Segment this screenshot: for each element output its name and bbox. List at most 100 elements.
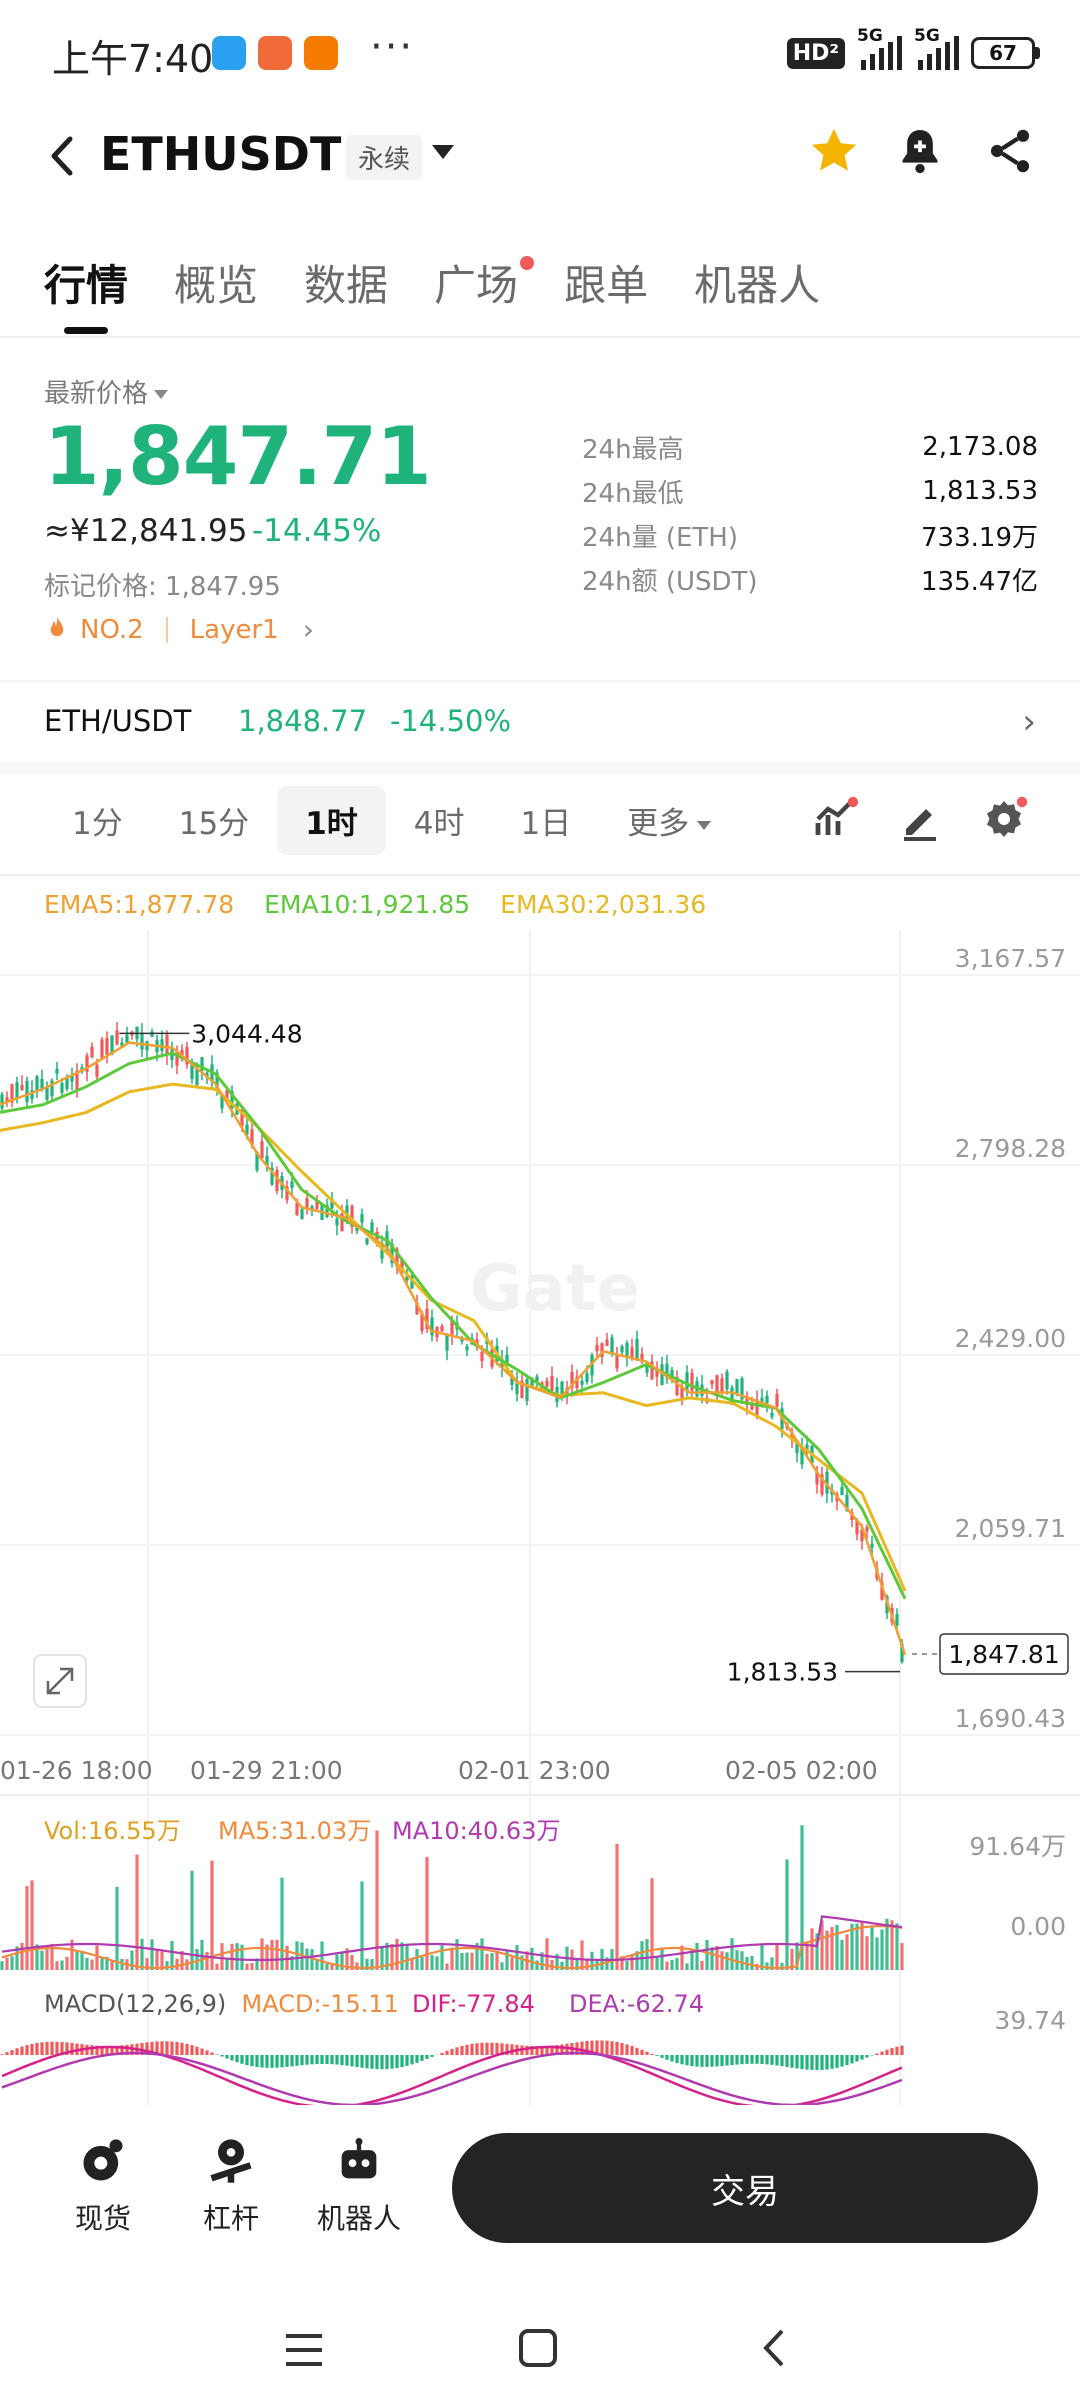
favorite-star-icon[interactable] xyxy=(806,123,862,183)
volume-legend-label: MA5:31.03万 xyxy=(218,1817,371,1845)
candle-body xyxy=(55,1068,59,1074)
interval-more[interactable]: 更多 xyxy=(599,786,739,855)
macd-histogram-bar xyxy=(490,2042,494,2055)
candle-body xyxy=(870,1543,874,1548)
share-icon[interactable] xyxy=(984,123,1036,183)
volume-bar xyxy=(825,1930,829,1970)
volume-bar xyxy=(110,1960,114,1970)
macd-histogram-bar xyxy=(730,2055,734,2066)
robot-button[interactable]: 机器人 xyxy=(304,2135,414,2237)
mi-notification-icon xyxy=(304,36,338,70)
candle-body xyxy=(505,1354,509,1365)
price-alert-bell-icon[interactable] xyxy=(892,123,948,183)
trade-button[interactable]: 交易 xyxy=(452,2133,1038,2243)
candle-body xyxy=(895,1614,899,1626)
macd-histogram-bar xyxy=(95,2045,99,2055)
macd-histogram-bar xyxy=(225,2055,229,2059)
macd-histogram-bar xyxy=(455,2047,459,2055)
candle-body xyxy=(450,1319,454,1337)
candle-body xyxy=(10,1084,14,1103)
macd-histogram-bar xyxy=(340,2055,344,2066)
macd-histogram-bar xyxy=(485,2042,489,2055)
volume-bar xyxy=(760,1943,764,1970)
menu-icon[interactable] xyxy=(282,2330,326,2370)
candle-body xyxy=(0,1094,4,1109)
macd-histogram-bar xyxy=(580,2041,584,2055)
macd-histogram-bar xyxy=(530,2045,534,2055)
tab-copy-trading[interactable]: 跟单 xyxy=(564,261,649,310)
margin-button[interactable]: 杠杆 xyxy=(176,2135,286,2237)
macd-histogram-bar xyxy=(510,2044,514,2055)
volume-bar xyxy=(720,1951,724,1970)
stat-row: 24h量 (ETH) 733.19万 xyxy=(582,522,1038,553)
macd-histogram-bar xyxy=(110,2045,114,2055)
interval-4h[interactable]: 4时 xyxy=(413,806,465,842)
indicators-icon[interactable] xyxy=(812,795,860,847)
volume-bar xyxy=(340,1953,344,1970)
drawing-pen-icon[interactable] xyxy=(896,795,944,847)
volume-bar xyxy=(195,1949,199,1970)
volume-legend-label: Vol:16.55万 xyxy=(44,1817,181,1845)
candle-body xyxy=(655,1367,659,1377)
pair-dropdown-icon[interactable] xyxy=(432,145,454,159)
pair-title[interactable]: ETHUSDT xyxy=(100,127,342,181)
macd-histogram-bar xyxy=(470,2043,474,2055)
macd-histogram-bar xyxy=(190,2045,194,2055)
spot-price-row[interactable]: ETH/USDT 1,848.77 -14.50% › xyxy=(0,682,1080,762)
back-nav-icon[interactable] xyxy=(756,2326,792,2370)
tab-bots[interactable]: 机器人 xyxy=(694,261,821,310)
candle-body xyxy=(115,1030,119,1045)
ema-legend: EMA5:1,877.78 EMA10:1,921.85 EMA30:2,031… xyxy=(44,890,706,919)
macd-histogram-bar xyxy=(205,2050,209,2055)
home-icon[interactable] xyxy=(516,2326,560,2370)
macd-tick-label: 39.74 xyxy=(994,2006,1066,2035)
rank-badge: NO.2 xyxy=(80,614,144,645)
candle-body xyxy=(855,1520,859,1535)
volume-bar xyxy=(160,1951,164,1970)
candle-body xyxy=(690,1372,694,1391)
volume-bar xyxy=(620,1956,624,1970)
interval-1h[interactable]: 1时 xyxy=(277,786,386,855)
candle-body xyxy=(15,1082,19,1099)
chart-settings-gear-icon[interactable] xyxy=(980,795,1028,847)
kline-chart[interactable]: 3,167.57 2,798.28 2,429.00 2,059.71 1,690.43… xyxy=(0,875,1080,2105)
back-icon[interactable] xyxy=(42,131,82,185)
macd-legend-label: DIF:-77.84 xyxy=(412,1990,535,2018)
macd-histogram-bar xyxy=(590,2040,594,2055)
candle-body xyxy=(90,1046,94,1058)
macd-histogram-bar xyxy=(70,2042,74,2055)
rank-row[interactable]: NO.2 Layer1 › xyxy=(44,613,314,646)
tab-market[interactable]: 行情 xyxy=(44,261,129,310)
tab-square[interactable]: 广场 xyxy=(434,252,535,313)
tab-overview[interactable]: 概览 xyxy=(174,261,259,310)
macd-histogram-bar xyxy=(105,2046,109,2055)
volume-bar xyxy=(555,1953,559,1970)
macd-histogram-bar xyxy=(60,2042,64,2055)
candle-body xyxy=(680,1386,684,1400)
macd-histogram-bar xyxy=(895,2046,899,2055)
volume-bar xyxy=(400,1942,404,1970)
candle-body xyxy=(295,1202,299,1216)
ema5-line xyxy=(0,1041,907,1656)
macd-histogram-bar xyxy=(380,2055,384,2070)
volume-bar xyxy=(710,1947,714,1970)
candle-body xyxy=(650,1361,654,1380)
candle-body xyxy=(370,1222,374,1233)
volume-bar xyxy=(560,1961,564,1970)
volume-bar xyxy=(165,1961,169,1970)
macd-histogram-bar xyxy=(475,2043,479,2055)
stat-row: 24h最低 1,813.53 xyxy=(582,476,1038,509)
spot-button[interactable]: 现货 xyxy=(48,2135,158,2237)
interval-1d[interactable]: 1日 xyxy=(520,806,572,842)
candle-body xyxy=(645,1365,649,1373)
tab-data[interactable]: 数据 xyxy=(304,261,389,310)
status-bar: 上午7:40 ··· HD² 5G 5G 67 xyxy=(0,0,1080,110)
macd-histogram-bar xyxy=(725,2055,729,2066)
macd-histogram-bar xyxy=(15,2048,19,2055)
candle-body xyxy=(860,1529,864,1542)
interval-1m[interactable]: 1分 xyxy=(72,806,123,842)
interval-15m[interactable]: 15分 xyxy=(178,806,250,842)
candle-body xyxy=(230,1091,234,1109)
latest-price-label[interactable]: 最新价格 xyxy=(44,373,169,410)
volume-bar xyxy=(250,1963,254,1970)
